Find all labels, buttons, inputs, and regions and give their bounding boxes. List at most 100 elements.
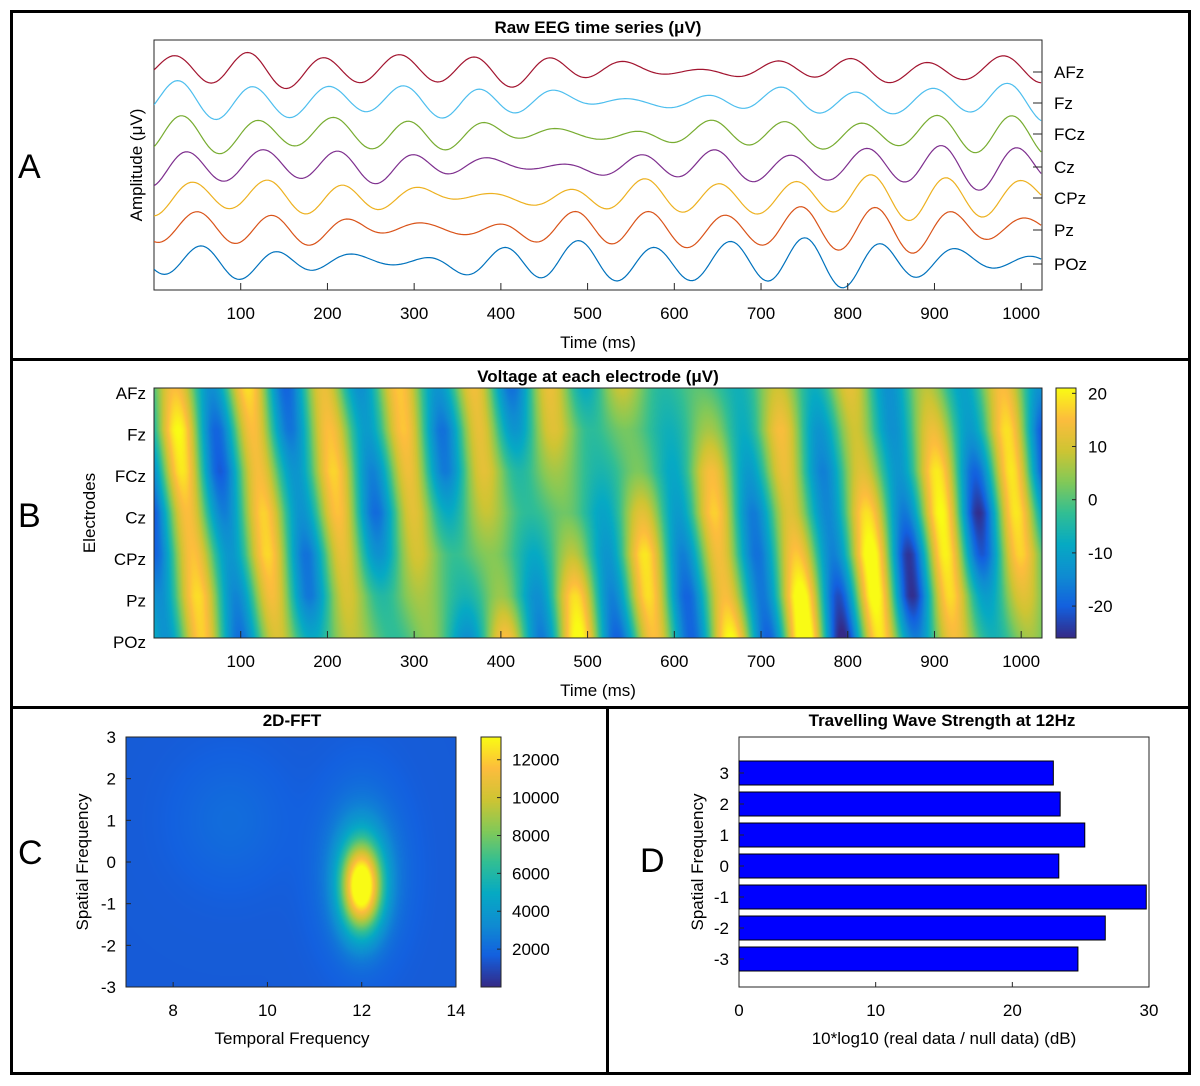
- colorbar-tick-label: 20: [1088, 384, 1107, 403]
- colorbar-tick-label: 12000: [512, 751, 559, 770]
- channel-label-cz: Cz: [1054, 158, 1075, 177]
- x-tick-label: 900: [920, 304, 948, 323]
- chart-c-colorbar-frame: [480, 736, 502, 988]
- chart-b-ylabel: Electrodes: [80, 473, 99, 553]
- x-tick-label: 800: [834, 304, 862, 323]
- x-tick-label: 20: [1003, 1001, 1022, 1020]
- y-tick-label: FCz: [115, 467, 146, 486]
- x-tick-label: 8: [168, 1001, 177, 1020]
- chart-c-x-ticks: 8 10 12 14: [168, 982, 465, 1020]
- colorbar-tick-label: 4000: [512, 902, 550, 921]
- x-tick-label: 800: [834, 652, 862, 671]
- chart-d-xlabel: 10*log10 (real data / null data) (dB): [812, 1029, 1077, 1048]
- chart-a-xlabel: Time (ms): [560, 333, 636, 352]
- chart-c-ylabel: Spatial Frequency: [73, 793, 92, 931]
- y-tick-label: -2: [101, 936, 116, 955]
- x-tick-label: 1000: [1002, 304, 1040, 323]
- x-tick-label: 300: [400, 652, 428, 671]
- x-tick-label: 1000: [1002, 652, 1040, 671]
- chart-b-xlabel: Time (ms): [560, 681, 636, 700]
- y-tick-label: 2: [107, 770, 116, 789]
- bar-3: [738, 760, 1054, 786]
- chart-c-xlabel: Temporal Frequency: [215, 1029, 370, 1048]
- chart-d-x-ticks: 0 10 20 30: [734, 982, 1158, 1020]
- channel-label-afz: AFz: [1054, 63, 1084, 82]
- colorbar-tick-label: 0: [1088, 491, 1097, 510]
- y-tick-label: 1: [107, 811, 116, 830]
- channel-label-cpz: CPz: [1054, 189, 1086, 208]
- y-tick-label: 2: [720, 795, 729, 814]
- trace-fcz: [154, 114, 1042, 155]
- chart-d-bars: [738, 760, 1147, 972]
- chart-b-colorbar-ticks: 20 10 0 -10 -20: [1072, 384, 1113, 616]
- y-tick-label: AFz: [116, 384, 146, 403]
- chart-d-y-ticks: 3 2 1 0 -1 -2 -3: [714, 764, 744, 969]
- x-tick-label: 200: [313, 652, 341, 671]
- x-tick-label: 100: [227, 304, 255, 323]
- channel-label-fcz: FCz: [1054, 125, 1085, 144]
- chart-b-title: Voltage at each electrode (μV): [477, 367, 719, 386]
- y-tick-label: -2: [714, 919, 729, 938]
- colorbar-tick-label: 2000: [512, 940, 550, 959]
- y-tick-label: Pz: [126, 592, 146, 611]
- chart-a-channel-labels: AFz Fz FCz Cz CPz Pz POz: [1033, 63, 1087, 274]
- trace-pz: [154, 206, 1042, 254]
- y-tick-label: -3: [101, 978, 116, 997]
- panel-letter-c: C: [18, 834, 43, 872]
- colorbar-tick-label: -10: [1088, 544, 1113, 563]
- chart-a-x-ticks: 100 200 300 400 500 600 700 800 900 1000: [227, 283, 1040, 323]
- chart-c-title: 2D-FFT: [263, 711, 322, 730]
- x-tick-label: 100: [227, 652, 255, 671]
- bar-1: [738, 822, 1086, 848]
- colorbar-tick-label: 10: [1088, 438, 1107, 457]
- chart-c-heatmap: [126, 737, 456, 987]
- chart-c-y-ticks: 3 2 1 0 -1 -2 -3: [101, 728, 131, 997]
- x-tick-label: 600: [660, 652, 688, 671]
- chart-b-heatmap: [154, 388, 1042, 638]
- x-tick-label: 400: [487, 652, 515, 671]
- y-tick-label: 0: [107, 853, 116, 872]
- panel-d: [606, 706, 1191, 1075]
- chart-b-x-ticks: 100 200 300 400 500 600 700 800 900 1000: [227, 631, 1040, 671]
- chart-b-y-ticks: AFz Fz FCz Cz CPz Pz POz: [113, 384, 146, 652]
- chart-b-colorbar-frame: [1055, 387, 1077, 639]
- x-tick-label: 500: [573, 652, 601, 671]
- y-tick-label: -1: [714, 888, 729, 907]
- bar--3: [738, 946, 1079, 972]
- chart-a-ylabel: Amplitude (μV): [127, 109, 146, 222]
- x-tick-label: 12: [352, 1001, 371, 1020]
- panel-letter-a: A: [18, 148, 41, 186]
- colorbar-tick-label: 8000: [512, 826, 550, 845]
- bar--1: [738, 884, 1147, 910]
- x-tick-label: 14: [447, 1001, 466, 1020]
- colorbar-tick-label: 6000: [512, 864, 550, 883]
- x-tick-label: 30: [1140, 1001, 1159, 1020]
- x-tick-label: 10: [866, 1001, 885, 1020]
- channel-label-fz: Fz: [1054, 94, 1073, 113]
- y-tick-label: 3: [107, 728, 116, 747]
- y-tick-label: POz: [113, 633, 146, 652]
- trace-cz: [154, 145, 1042, 191]
- x-tick-label: 700: [747, 304, 775, 323]
- channel-label-poz: POz: [1054, 255, 1087, 274]
- chart-c-colorbar-ticks: 12000 10000 8000 6000 4000 2000: [497, 751, 559, 959]
- y-tick-label: 1: [720, 826, 729, 845]
- panel-letter-b: B: [18, 497, 41, 535]
- bar--2: [738, 915, 1106, 941]
- x-tick-label: 700: [747, 652, 775, 671]
- x-tick-label: 600: [660, 304, 688, 323]
- x-tick-label: 400: [487, 304, 515, 323]
- trace-cpz: [154, 174, 1042, 222]
- x-tick-label: 900: [920, 652, 948, 671]
- y-tick-label: Fz: [127, 426, 146, 445]
- x-tick-label: 0: [734, 1001, 743, 1020]
- channel-label-pz: Pz: [1054, 221, 1074, 240]
- x-tick-label: 300: [400, 304, 428, 323]
- chart-a-title: Raw EEG time series (μV): [495, 18, 702, 37]
- chart-b-colorbar: [1056, 388, 1076, 638]
- chart-d-title: Travelling Wave Strength at 12Hz: [809, 711, 1076, 730]
- bar-0: [738, 853, 1060, 879]
- trace-poz: [154, 237, 1042, 289]
- chart-b-axes: [153, 387, 1043, 639]
